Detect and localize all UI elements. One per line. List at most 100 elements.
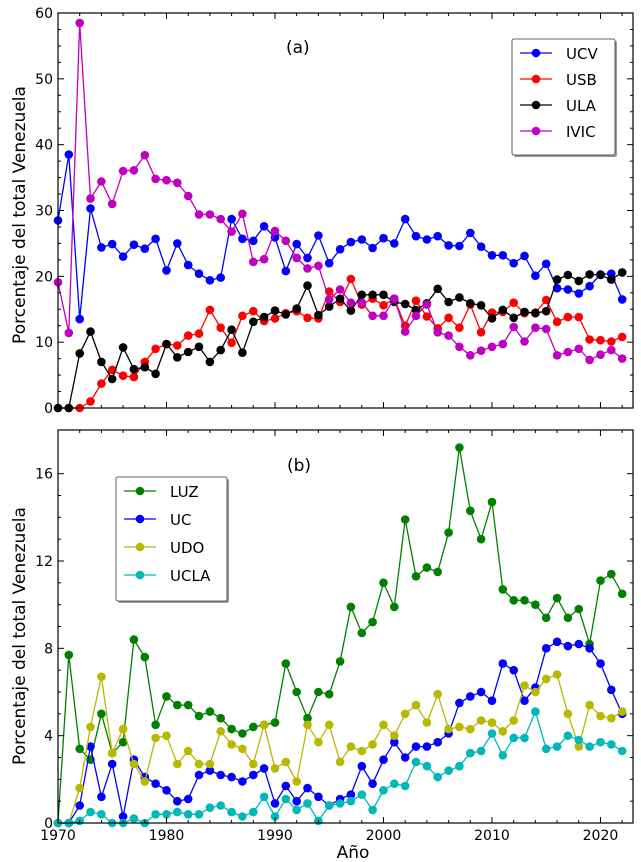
data-point-udo — [292, 777, 302, 786]
data-point-luz — [476, 534, 486, 544]
data-point-udo — [541, 674, 551, 684]
data-point-luz — [400, 515, 410, 524]
data-point-ivic — [476, 346, 486, 356]
data-point-udo — [531, 687, 540, 697]
data-point-usb — [118, 371, 128, 381]
data-point-ula — [379, 290, 388, 300]
data-point-usb — [541, 295, 551, 305]
x-tick-label: 2010 — [474, 828, 510, 844]
data-point-usb — [607, 337, 616, 346]
data-point-uc — [270, 799, 280, 808]
data-point-ivic — [520, 337, 529, 346]
data-point-ucv — [520, 251, 529, 261]
data-point-ivic — [596, 350, 605, 360]
data-point-ivic — [455, 342, 464, 352]
data-point-uc — [292, 796, 302, 806]
data-point-ucla — [194, 810, 204, 819]
data-point-udo — [173, 759, 182, 769]
data-point-ula — [238, 348, 247, 358]
data-point-udo — [75, 783, 84, 793]
data-point-ucv — [281, 266, 291, 276]
data-point-ivic — [118, 166, 128, 176]
data-point-ucv — [617, 295, 627, 304]
data-point-usb — [444, 313, 453, 323]
data-point-udo — [433, 689, 443, 699]
data-point-ucv — [585, 281, 594, 291]
data-point-luz — [64, 650, 74, 660]
data-point-luz — [487, 497, 497, 507]
data-point-udo — [140, 777, 150, 786]
data-point-ucv — [444, 241, 453, 250]
data-point-ivic — [227, 227, 236, 236]
data-point-uc — [552, 637, 562, 647]
data-point-ucla — [433, 772, 443, 782]
data-point-udo — [390, 731, 399, 740]
data-point-usb — [411, 296, 421, 306]
data-point-ucv — [509, 258, 518, 268]
data-point-luz — [596, 576, 605, 585]
data-point-luz — [607, 569, 616, 579]
data-point-ula — [86, 327, 95, 336]
panel-b-chart: 0 4 8 12 16 1970 1980 1990 2000 2010 2020 (b) Porc… — [10, 429, 634, 862]
data-point-ucla — [129, 814, 139, 823]
data-point-usb — [270, 314, 280, 323]
legend-marker-udo — [135, 542, 145, 552]
data-point-ucv — [324, 258, 334, 268]
data-point-udo — [162, 731, 171, 740]
data-point-ula — [433, 284, 443, 294]
data-point-uc — [596, 659, 605, 668]
data-point-usb — [151, 344, 160, 354]
data-point-usb — [249, 306, 258, 316]
data-point-usb — [205, 305, 215, 315]
data-point-ucla — [455, 761, 464, 771]
data-point-ucla — [607, 740, 616, 749]
data-point-ula — [129, 364, 139, 374]
data-point-ivic — [607, 345, 616, 355]
data-point-ivic — [75, 18, 84, 28]
data-point-ula — [617, 268, 627, 277]
data-point-ula — [75, 349, 84, 358]
data-point-uc — [509, 665, 518, 675]
legend-marker-ula — [531, 100, 541, 110]
legend-label-ivic: IVIC — [566, 123, 596, 141]
data-point-ucla — [249, 807, 258, 817]
data-point-ula — [466, 299, 475, 308]
legend-marker-ucla — [135, 570, 145, 580]
data-point-luz — [357, 628, 367, 638]
data-point-luz — [270, 718, 280, 727]
data-point-usb — [596, 335, 605, 345]
data-point-ucla — [585, 742, 594, 751]
data-point-luz — [379, 578, 388, 588]
data-point-uc — [227, 772, 236, 782]
data-point-ucla — [346, 796, 356, 806]
data-point-usb — [183, 331, 193, 340]
data-point-ivic — [552, 351, 562, 360]
data-point-ucla — [86, 807, 95, 817]
data-point-ula — [563, 270, 573, 280]
data-point-udo — [270, 764, 280, 773]
data-point-ivic — [422, 300, 432, 309]
y-tick-label: 8 — [44, 641, 53, 657]
legend-marker-luz — [135, 486, 145, 496]
data-point-uc — [183, 794, 193, 804]
data-point-ucv — [498, 251, 508, 260]
data-point-ucv — [86, 204, 95, 213]
data-point-ula — [151, 369, 160, 379]
data-point-ula — [531, 308, 540, 318]
data-point-uc — [411, 742, 421, 751]
data-point-ivic — [324, 295, 334, 304]
data-point-luz — [422, 563, 432, 572]
data-point-ucv — [574, 289, 584, 298]
data-point-ivic — [303, 264, 312, 273]
data-point-udo — [455, 722, 464, 732]
data-point-ucv — [303, 253, 312, 263]
data-point-uc — [107, 759, 117, 769]
data-point-uc — [368, 779, 377, 788]
data-point-ucv — [216, 273, 225, 282]
data-point-udo — [498, 727, 508, 736]
legend-label-uc: UC — [170, 511, 191, 529]
data-point-luz — [97, 709, 106, 719]
data-point-udo — [281, 757, 291, 767]
data-point-uc — [314, 792, 323, 802]
data-point-luz — [552, 593, 562, 603]
